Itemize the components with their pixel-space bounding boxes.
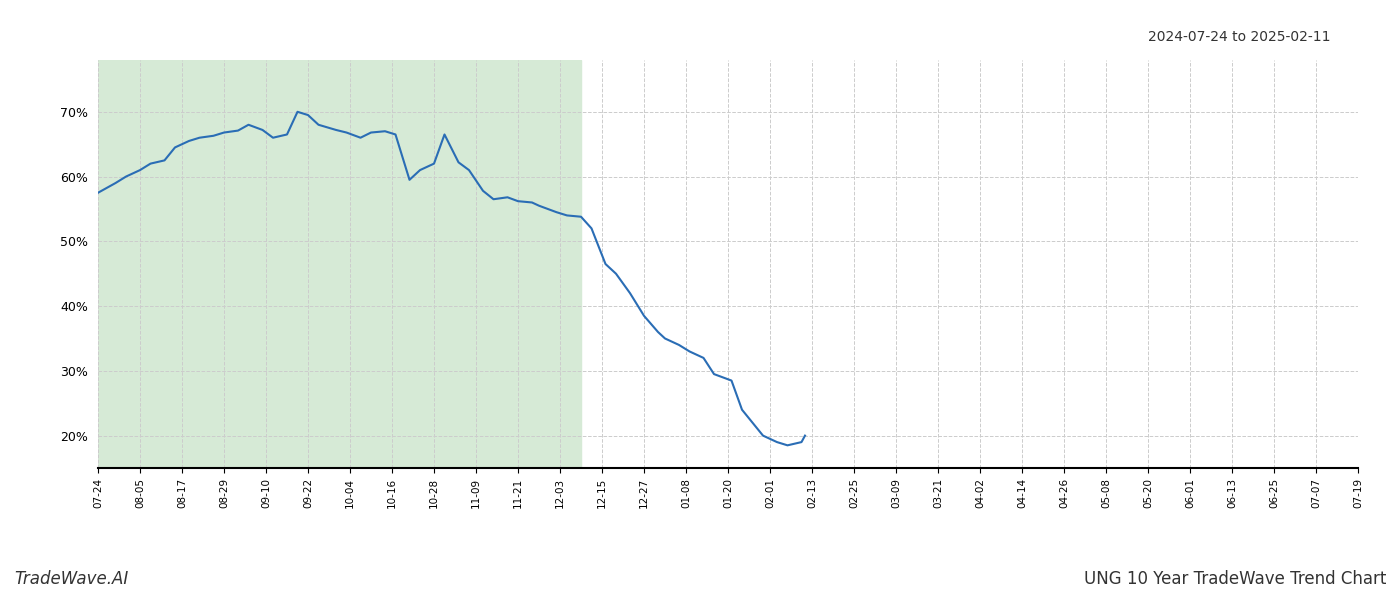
Text: 2024-07-24 to 2025-02-11: 2024-07-24 to 2025-02-11 [1148, 30, 1330, 44]
Text: UNG 10 Year TradeWave Trend Chart: UNG 10 Year TradeWave Trend Chart [1084, 570, 1386, 588]
Bar [98, 60, 581, 468]
Text: TradeWave.AI: TradeWave.AI [14, 570, 129, 588]
